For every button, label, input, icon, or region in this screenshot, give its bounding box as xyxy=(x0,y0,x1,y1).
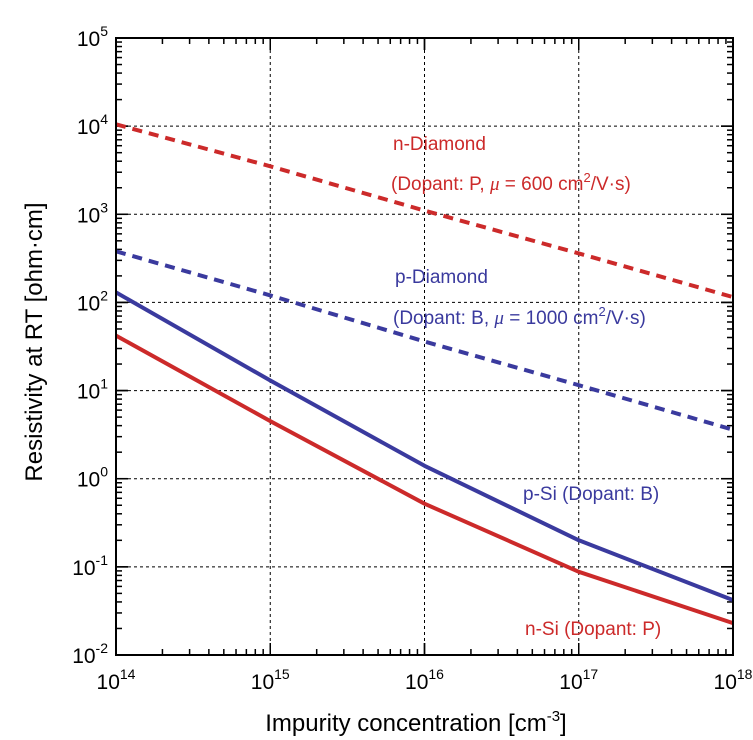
y-tick-label: 102 xyxy=(77,287,108,315)
x-axis-label: Impurity concentration [cm-3] xyxy=(265,708,566,737)
n-diamond-label: n-Diamond xyxy=(393,134,486,155)
y-tick-label: 100 xyxy=(77,464,108,492)
y-tick-label: 103 xyxy=(77,199,108,227)
plot-frame xyxy=(115,37,734,656)
n-si-label: n-Si (Dopant: P) xyxy=(525,619,661,640)
grid-lines xyxy=(116,38,733,655)
series-lines xyxy=(115,122,734,625)
x-tick-labels: 1014 1015 1016 1017 1018 xyxy=(97,666,753,694)
x-tick-label: 1018 xyxy=(714,666,753,694)
p-diamond-label: p-Diamond xyxy=(395,267,488,288)
p-si-label: p-Si (Dopant: B) xyxy=(523,484,659,505)
y-tick-label: 101 xyxy=(77,376,108,404)
y-tick-label: 10-2 xyxy=(72,640,108,668)
x-tick-label: 1015 xyxy=(251,666,290,694)
x-tick-label: 1014 xyxy=(97,666,136,694)
p-diamond-dopant-label: (Dopant: B, μ = 1000 cm2/V·s) xyxy=(393,304,646,329)
y-tick-labels: 10-2 10-1 100 101 102 103 104 105 xyxy=(72,23,108,668)
p-si-line xyxy=(115,290,734,602)
y-tick-label: 105 xyxy=(77,23,108,51)
x-tick-label: 1017 xyxy=(559,666,598,694)
n-diamond-dopant-label: (Dopant: P, μ = 600 cm2/V·s) xyxy=(391,170,631,195)
n-diamond-line xyxy=(115,122,734,300)
y-tick-label: 10-1 xyxy=(72,552,108,580)
n-si-line xyxy=(115,333,734,625)
y-axis-label: Resistivity at RT [ohm·cm] xyxy=(21,202,48,481)
y-tick-label: 104 xyxy=(77,111,108,139)
x-tick-label: 1016 xyxy=(405,666,444,694)
p-diamond-line xyxy=(115,249,734,432)
